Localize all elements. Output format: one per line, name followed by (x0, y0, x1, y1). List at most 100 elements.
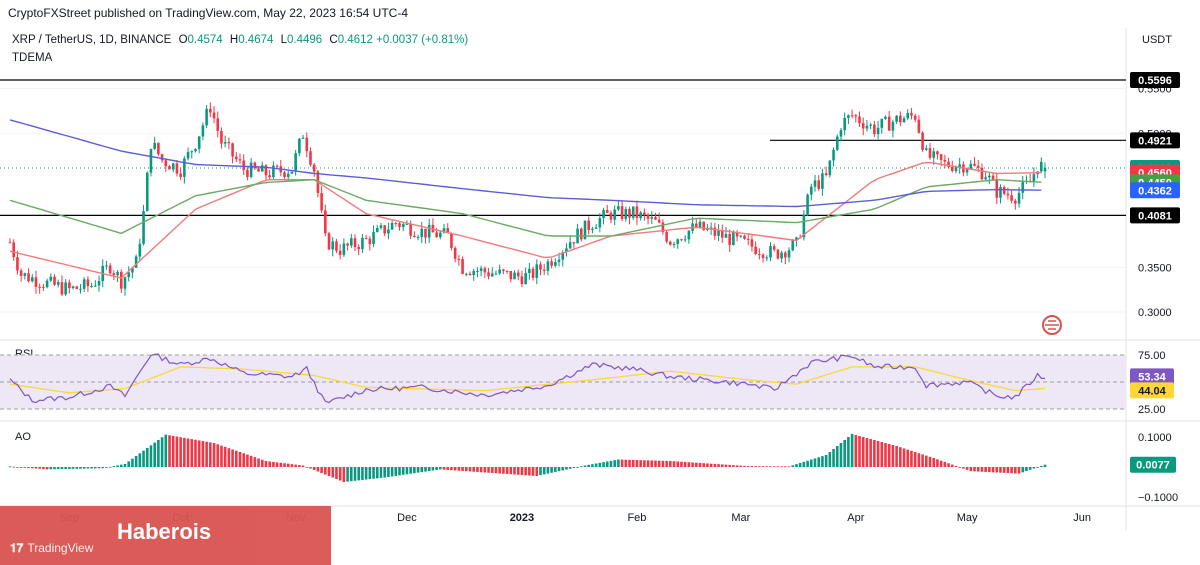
candle-body (761, 254, 765, 259)
tradingview-logo[interactable]: 𝟏𝟕 TradingView (10, 541, 93, 556)
rsi-tick-label: 75.00 (1138, 350, 1166, 362)
candle-body (1006, 193, 1010, 196)
ao-bar (338, 467, 342, 481)
candle-body (487, 272, 490, 277)
candle-body (1039, 161, 1043, 172)
candle-body (216, 118, 220, 131)
candle-body (94, 285, 97, 287)
ao-bar (639, 460, 642, 467)
candle-body (780, 252, 783, 259)
ao-bar (68, 467, 71, 469)
ao-bar (698, 462, 702, 467)
ao-bar (398, 467, 401, 476)
candle-body (891, 121, 895, 131)
candle-body (709, 227, 713, 229)
symbol-legend[interactable]: XRP / TetherUS, 1D, BINANCE O0.4574 H0.4… (12, 34, 468, 46)
ao-bar (1028, 467, 1032, 470)
ao-bar (598, 462, 602, 467)
ao-bar (168, 435, 171, 467)
candle-body (617, 206, 620, 210)
ao-bar (758, 466, 761, 467)
candle-body (865, 125, 869, 129)
rsi-badge-value: 53.34 (1138, 371, 1166, 383)
candle-body (335, 241, 338, 251)
flag-icon[interactable] (1042, 315, 1062, 335)
ao-bar (832, 449, 835, 467)
candle-body (242, 160, 246, 170)
ao-bar (520, 467, 524, 475)
candle-body (743, 235, 746, 239)
candle-body (947, 161, 950, 167)
candle-body (579, 228, 583, 240)
ao-bar (565, 467, 568, 470)
candle-body (502, 269, 505, 271)
ao-bar (45, 467, 49, 470)
ao-bar (995, 467, 999, 473)
ao-bar (765, 466, 769, 468)
ao-bar (301, 465, 305, 467)
ao-bar (917, 453, 921, 467)
candle-body (809, 186, 813, 195)
candle-body (64, 282, 67, 295)
ao-bar (164, 434, 168, 467)
candle-body (249, 162, 253, 177)
high-label: H (229, 34, 239, 46)
candle-body (483, 268, 487, 273)
candle-body (1010, 195, 1013, 201)
ao-bar (824, 455, 828, 467)
ao-bar (835, 446, 839, 467)
candle-body (490, 273, 494, 277)
candle-body (205, 108, 208, 126)
symbol-name[interactable]: XRP / TetherUS, 1D, BINANCE (12, 34, 172, 46)
ao-bar (750, 466, 754, 467)
ao-bar (680, 461, 683, 467)
ao-bar (420, 467, 424, 473)
ao-bar (60, 467, 64, 470)
ao-bar (309, 467, 312, 469)
candle-body (687, 230, 691, 240)
candle-body (68, 282, 71, 289)
ao-label[interactable]: AO (15, 431, 31, 443)
candle-body (802, 214, 806, 238)
ao-bar (487, 467, 490, 473)
ao-bar (324, 467, 327, 475)
candle-body (976, 165, 980, 168)
ao-bar (947, 463, 950, 467)
indicator-label[interactable]: TDEMA (12, 52, 53, 64)
candle-body (531, 268, 535, 278)
ao-bar (1032, 467, 1036, 469)
candle-body (364, 237, 368, 239)
candle-body (298, 138, 301, 154)
ao-bar (976, 467, 980, 472)
candle-body (631, 206, 635, 218)
ao-bar (850, 434, 854, 467)
candle-body (991, 175, 995, 180)
ao-bar (119, 464, 123, 467)
ao-bar (928, 456, 932, 467)
ao-bar (795, 464, 798, 467)
candle-body (123, 277, 127, 289)
ao-bar (999, 467, 1002, 473)
candle-body (539, 264, 542, 270)
candle-body (887, 116, 891, 131)
candle-body (524, 273, 527, 285)
ao-bar (227, 448, 231, 467)
candle-body (910, 112, 913, 116)
ao-bar (502, 467, 505, 474)
candle-body (513, 272, 516, 280)
candle-body (75, 286, 79, 289)
ao-bar (186, 438, 190, 467)
ao-bar (754, 466, 757, 467)
ao-bar (142, 450, 145, 467)
candle-body (379, 225, 383, 228)
candle-body (765, 257, 769, 259)
ao-bar (661, 460, 665, 467)
ao-bar (628, 459, 631, 467)
candle-body (108, 265, 112, 274)
candle-body (847, 115, 850, 118)
price-badge-value: 0.4362 (1138, 185, 1172, 197)
candle-body (969, 163, 973, 169)
candle-body (260, 165, 264, 172)
ao-bar (780, 466, 783, 468)
